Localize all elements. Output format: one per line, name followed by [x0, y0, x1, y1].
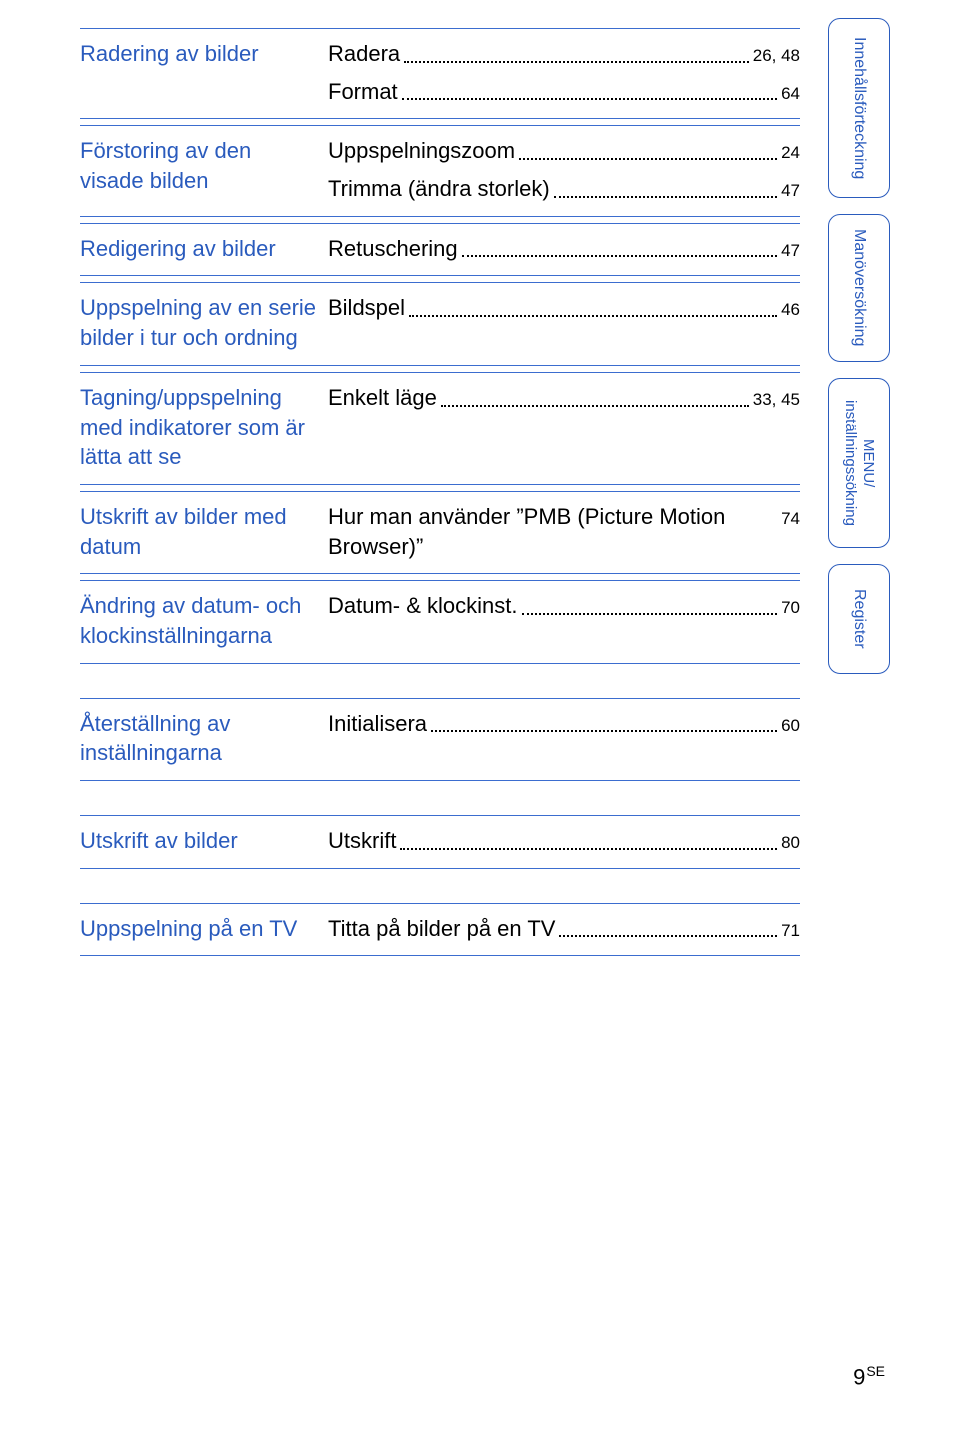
tab-label: Innehållsförteckning [850, 37, 868, 179]
toc-row: Uppspelning på en TV Titta på bilder på … [80, 903, 800, 956]
toc-entry-label: Utskrift [328, 826, 396, 856]
toc-entry-pages: 64 [781, 83, 800, 106]
toc-entry-label: Titta på bilder på en TV [328, 914, 555, 944]
toc-entries: Hur man använder ”PMB (Picture Motion Br… [328, 502, 800, 561]
toc-section-title: Tagning/uppspelning med indikatorer som … [80, 383, 328, 472]
toc-row: Återställning av inställningarna Initial… [80, 698, 800, 780]
toc-section-title: Uppspelning av en serie bilder i tur och… [80, 293, 328, 352]
leader-dots [402, 98, 777, 100]
leader-dots [400, 848, 777, 850]
leader-dots [441, 405, 749, 407]
toc-entry-pages: 47 [781, 240, 800, 263]
toc-entry-label: Datum- & klockinst. [328, 591, 518, 621]
toc-entry[interactable]: Bildspel 46 [328, 293, 800, 323]
toc-entry-pages: 24 [781, 142, 800, 165]
toc-entries: Bildspel 46 [328, 293, 800, 323]
side-tabs: Innehållsförteckning Manöversökning inst… [828, 18, 890, 674]
toc-entry[interactable]: Hur man använder ”PMB (Picture Motion Br… [328, 502, 800, 561]
toc-entries: Radera 26, 48 Format 64 [328, 39, 800, 106]
leader-dots [462, 255, 777, 257]
tab-label-line1: inställningssökning [841, 400, 858, 526]
toc-row: Utskrift av bilder Utskrift 80 [80, 815, 800, 868]
leader-dots [519, 158, 777, 160]
tab-label: Manöversökning [850, 229, 868, 346]
leader-dots [554, 196, 777, 198]
toc-entry[interactable]: Enkelt läge 33, 45 [328, 383, 800, 413]
toc-row: Redigering av bilder Retuschering 47 [80, 223, 800, 276]
tab-label-line2: MENU/ [860, 439, 877, 487]
toc-row: Radering av bilder Radera 26, 48 Format … [80, 28, 800, 118]
tab-innehall[interactable]: Innehållsförteckning [828, 18, 890, 198]
toc-entry[interactable]: Radera 26, 48 [328, 39, 800, 69]
leader-dots [431, 730, 777, 732]
toc-row: Utskrift av bilder med datum Hur man anv… [80, 491, 800, 573]
toc-content: Radering av bilder Radera 26, 48 Format … [80, 28, 800, 956]
toc-entry-label: Uppspelningszoom [328, 136, 515, 166]
toc-entry-label: Enkelt läge [328, 383, 437, 413]
toc-entry-pages: 70 [781, 597, 800, 620]
tab-register[interactable]: Register [828, 564, 890, 674]
toc-row: Tagning/uppspelning med indikatorer som … [80, 372, 800, 484]
toc-section-title: Utskrift av bilder med datum [80, 502, 328, 561]
toc-entry[interactable]: Datum- & klockinst. 70 [328, 591, 800, 621]
page-number: 9SE [853, 1363, 885, 1390]
leader-dots [522, 613, 778, 615]
toc-entry-pages: 80 [781, 832, 800, 855]
toc-entries: Initialisera 60 [328, 709, 800, 739]
toc-entry[interactable]: Titta på bilder på en TV 71 [328, 914, 800, 944]
toc-entry-pages: 26, 48 [753, 45, 800, 68]
toc-entries: Utskrift 80 [328, 826, 800, 856]
toc-section-title: Förstoring av den visade bilden [80, 136, 328, 195]
toc-section-title: Redigering av bilder [80, 234, 328, 264]
toc-entry-label: Retuschering [328, 234, 458, 264]
toc-entries: Uppspelningszoom 24 Trimma (ändra storle… [328, 136, 800, 203]
toc-entry-pages: 60 [781, 715, 800, 738]
divider [80, 955, 800, 956]
tab-manover[interactable]: Manöversökning [828, 214, 890, 362]
toc-entry-label: Format [328, 77, 398, 107]
toc-entry[interactable]: Utskrift 80 [328, 826, 800, 856]
toc-entry-pages: 46 [781, 299, 800, 322]
toc-entry[interactable]: Retuschering 47 [328, 234, 800, 264]
leader-dots [404, 61, 749, 63]
toc-entry[interactable]: Initialisera 60 [328, 709, 800, 739]
page-number-value: 9 [853, 1364, 865, 1389]
page: Radering av bilder Radera 26, 48 Format … [0, 0, 960, 1432]
leader-dots [559, 935, 777, 937]
toc-row: Uppspelning av en serie bilder i tur och… [80, 282, 800, 364]
toc-entries: Enkelt läge 33, 45 [328, 383, 800, 413]
toc-entry-label: Hur man använder ”PMB (Picture Motion Br… [328, 502, 773, 561]
toc-row: Ändring av datum- och klockinställningar… [80, 580, 800, 662]
toc-entry-label: Trimma (ändra storlek) [328, 174, 550, 204]
toc-section-title: Uppspelning på en TV [80, 914, 328, 944]
toc-entries: Retuschering 47 [328, 234, 800, 264]
toc-entry[interactable]: Format 64 [328, 77, 800, 107]
toc-entry[interactable]: Uppspelningszoom 24 [328, 136, 800, 166]
toc-entry-label: Bildspel [328, 293, 405, 323]
leader-dots [409, 315, 777, 317]
toc-entries: Titta på bilder på en TV 71 [328, 914, 800, 944]
toc-entry[interactable]: Trimma (ändra storlek) 47 [328, 174, 800, 204]
toc-entry-pages: 33, 45 [753, 389, 800, 412]
toc-entry-label: Initialisera [328, 709, 427, 739]
tab-menu[interactable]: inställningssökning MENU/ [828, 378, 890, 548]
tab-label: Register [850, 589, 868, 649]
toc-section-title: Återställning av inställningarna [80, 709, 328, 768]
toc-entry-pages: 74 [781, 508, 800, 531]
page-number-suffix: SE [866, 1363, 885, 1379]
toc-entry-pages: 47 [781, 180, 800, 203]
toc-section-title: Ändring av datum- och klockinställningar… [80, 591, 328, 650]
toc-section-title: Utskrift av bilder [80, 826, 328, 856]
toc-entry-pages: 71 [781, 920, 800, 943]
toc-row: Förstoring av den visade bilden Uppspeln… [80, 125, 800, 215]
toc-section-title: Radering av bilder [80, 39, 328, 69]
toc-entries: Datum- & klockinst. 70 [328, 591, 800, 621]
toc-entry-label: Radera [328, 39, 400, 69]
